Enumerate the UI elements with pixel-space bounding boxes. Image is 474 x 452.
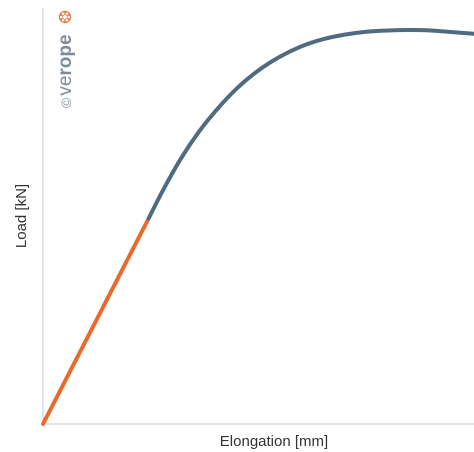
watermark-brand-bold: rope <box>55 34 76 75</box>
series-line-1 <box>146 28 474 221</box>
verope-watermark: ©verope <box>55 10 76 108</box>
watermark-brand-light: ve <box>55 76 76 96</box>
x-axis-label: Elongation [mm] <box>220 433 328 450</box>
rope-cross-section-icon <box>58 10 72 24</box>
y-axis-label: Load [kN] <box>13 184 30 248</box>
watermark-copyright: © <box>58 97 74 108</box>
watermark-text: ©verope <box>55 34 76 108</box>
series-layer <box>41 28 474 426</box>
series-line-0 <box>41 216 151 426</box>
